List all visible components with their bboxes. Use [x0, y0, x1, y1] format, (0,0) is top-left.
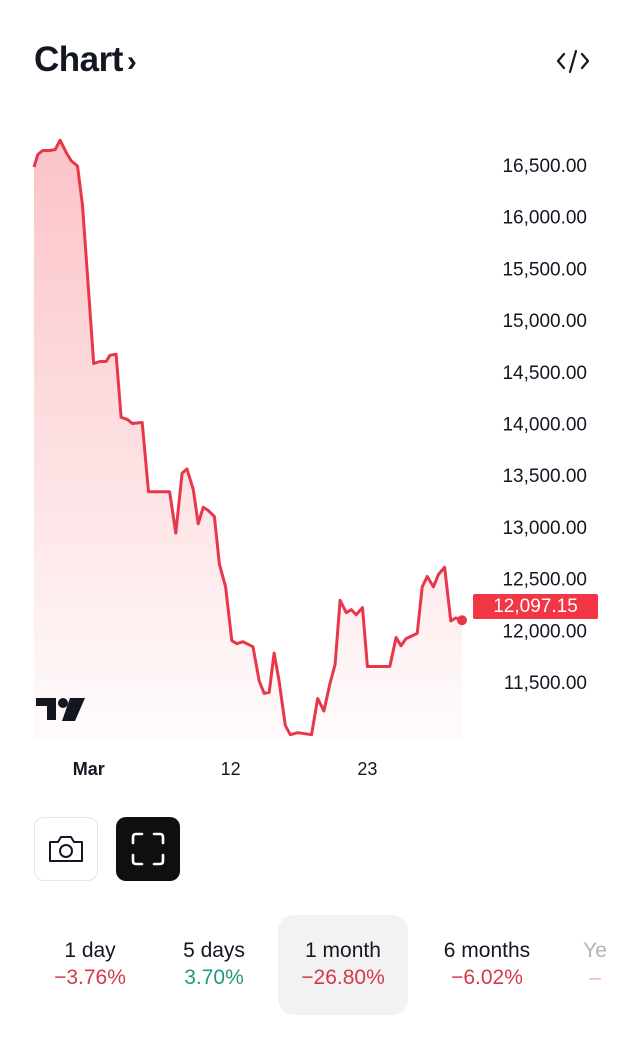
- chart-title-link[interactable]: Chart ›: [34, 40, 137, 80]
- y-tick-label: 16,500.00: [502, 156, 587, 177]
- y-tick-label: 12,000.00: [502, 621, 587, 642]
- y-tick-label: 11,500.00: [504, 673, 587, 694]
- x-tick-label: Mar: [73, 759, 105, 779]
- y-tick-label: 12,500.00: [502, 570, 587, 591]
- price-area-fill: [34, 140, 462, 740]
- tab-label: 1 month: [305, 939, 381, 962]
- fullscreen-icon: [131, 832, 165, 866]
- tab-6-months[interactable]: 6 months −6.02%: [420, 915, 554, 1015]
- last-price-label: 12,097.15: [473, 594, 598, 619]
- price-chart[interactable]: 16,500.00 16,000.00 15,500.00 15,000.00 14,5…: [0, 0, 640, 800]
- x-tick-label: 12: [221, 759, 241, 779]
- fullscreen-button[interactable]: [116, 817, 180, 881]
- price-line: [32, 138, 463, 737]
- code-icon: [556, 49, 590, 74]
- tab-change: −3.76%: [54, 966, 126, 989]
- x-tick-label: 23: [357, 759, 377, 779]
- y-tick-label: 15,000.00: [502, 311, 587, 332]
- tab-5-days[interactable]: 5 days 3.70%: [154, 915, 274, 1015]
- tab-change: –: [589, 966, 601, 989]
- tab-year-to-date[interactable]: Ye –: [570, 915, 620, 1015]
- tab-change: −26.80%: [301, 966, 385, 989]
- tab-1-day[interactable]: 1 day −3.76%: [30, 915, 150, 1015]
- page-title: Chart: [34, 40, 123, 79]
- tradingview-logo: [36, 698, 85, 721]
- chevron-right-icon: ›: [126, 45, 137, 78]
- tab-label: 6 months: [443, 939, 531, 962]
- y-tick-label: 13,000.00: [502, 518, 587, 539]
- snapshot-button[interactable]: [34, 817, 98, 881]
- camera-icon: [49, 836, 83, 862]
- tab-label: Ye: [583, 939, 607, 962]
- y-tick-label: 14,000.00: [502, 415, 587, 436]
- tab-change: 3.70%: [184, 966, 244, 989]
- period-tabs: 1 day −3.76% 5 days 3.70% 1 month −26.80…: [0, 915, 640, 1015]
- embed-code-button[interactable]: [553, 44, 593, 78]
- last-price-dot: [457, 615, 467, 626]
- tab-label: 5 days: [183, 939, 245, 962]
- y-tick-label: 13,500.00: [502, 466, 587, 487]
- tab-change: −6.02%: [451, 966, 523, 989]
- tab-label: 1 day: [64, 939, 116, 962]
- y-tick-label: 15,500.00: [502, 259, 587, 280]
- y-tick-label: 16,000.00: [502, 208, 587, 229]
- y-tick-label: 14,500.00: [502, 363, 587, 384]
- tab-1-month[interactable]: 1 month −26.80%: [278, 915, 408, 1015]
